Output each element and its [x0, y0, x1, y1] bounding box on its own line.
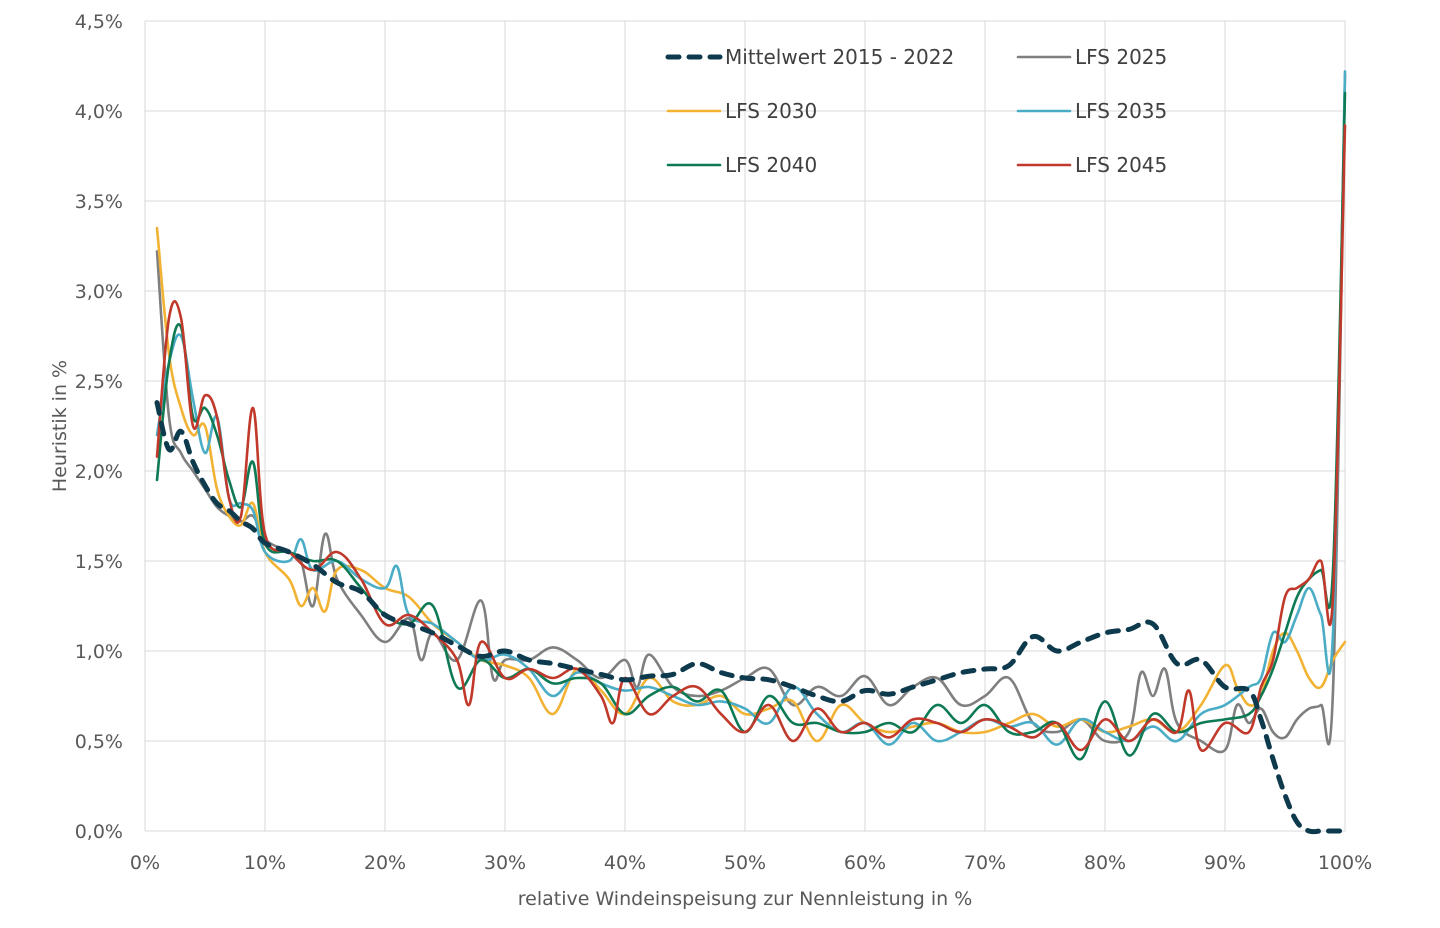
y-tick-label: 1,0%	[75, 641, 123, 663]
x-tick-label: 30%	[484, 852, 526, 874]
series-line-mittelwert-2015-2022	[154, 400, 1348, 835]
legend-label: LFS 2045	[1075, 153, 1167, 177]
legend: Mittelwert 2015 - 2022 LFS 2025 LFS 2030 LF…	[665, 45, 1167, 177]
x-tick-label: 50%	[724, 852, 766, 874]
y-tick-label: 4,0%	[75, 101, 123, 123]
series-line-lfs-2030	[155, 226, 1347, 743]
y-tick-label: 1,5%	[75, 551, 123, 573]
y-tick-label: 3,0%	[75, 281, 123, 303]
x-tick-label: 40%	[604, 852, 646, 874]
y-tick-label: 3,5%	[75, 191, 123, 213]
series-line-lfs-2025	[155, 73, 1347, 754]
gridlines	[144, 20, 1346, 832]
y-tick-label: 0,5%	[75, 731, 123, 753]
y-tick-label: 4,5%	[75, 11, 123, 33]
x-tick-label: 10%	[244, 852, 286, 874]
y-tick-label: 2,5%	[75, 371, 123, 393]
series-line-lfs-2040	[155, 91, 1347, 761]
series-lines	[154, 70, 1348, 835]
x-tick-label: 20%	[364, 852, 406, 874]
legend-label: Mittelwert 2015 - 2022	[725, 45, 954, 69]
y-axis-title: Heuristik in %	[49, 360, 71, 492]
x-tick-label: 100%	[1318, 852, 1372, 874]
legend-label: LFS 2030	[725, 99, 817, 123]
legend-label: LFS 2025	[1075, 45, 1167, 69]
y-tick-label: 2,0%	[75, 461, 123, 483]
x-axis-title: relative Windeinspeisung zur Nennleistun…	[518, 888, 973, 910]
axes: 0,0% 0,5% 1,0% 1,5% 2,0% 2,5% 3,0% 3,5% 4,0% 4,5%…	[75, 11, 1372, 874]
x-tick-label: 60%	[844, 852, 886, 874]
legend-label: LFS 2040	[725, 153, 817, 177]
legend-label: LFS 2035	[1075, 99, 1167, 123]
x-tick-label: 0%	[130, 852, 160, 874]
series-line-lfs-2045	[155, 124, 1347, 752]
y-tick-label: 0,0%	[75, 821, 123, 843]
x-tick-label: 70%	[964, 852, 1006, 874]
x-tick-label: 90%	[1204, 852, 1246, 874]
x-tick-label: 80%	[1084, 852, 1126, 874]
